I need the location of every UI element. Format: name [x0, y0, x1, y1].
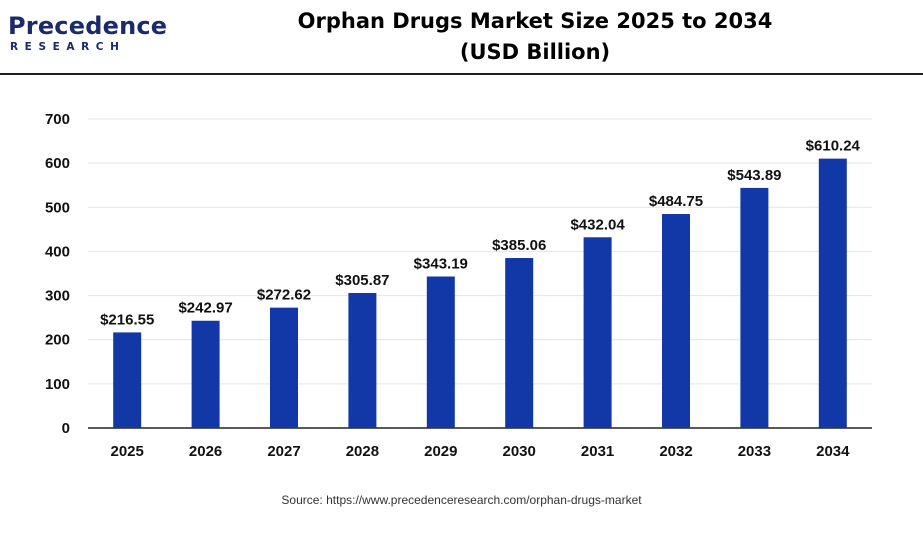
- data-label-2031: $432.04: [570, 216, 625, 233]
- x-tick-label-2026: 2026: [189, 443, 222, 460]
- x-tick-label-2031: 2031: [581, 443, 614, 460]
- bar-2034: [818, 158, 847, 429]
- logo-subtitle: RESEARCH: [10, 41, 126, 53]
- data-label-2033: $543.89: [727, 167, 781, 184]
- x-tick-label-2030: 2030: [503, 443, 536, 460]
- x-tick-label-2027: 2027: [267, 443, 300, 460]
- y-tick-label: 200: [45, 332, 70, 349]
- x-tick-label-2029: 2029: [424, 443, 457, 460]
- bar-2032: [662, 214, 690, 428]
- chart-title-line2: (USD Billion): [459, 40, 611, 64]
- y-tick-label: 100: [45, 376, 70, 393]
- y-tick-label: 300: [45, 288, 70, 305]
- header-divider: [0, 73, 923, 75]
- bar-2025: [113, 332, 142, 428]
- chart-title-line1: Orphan Drugs Market Size 2025 to 2034: [297, 9, 773, 33]
- bar-2026: [191, 320, 220, 428]
- x-tick-label-2033: 2033: [738, 443, 771, 460]
- bar-chart: 0 100 200 300 400 500 600 700 $216.55 2025 $242.97…: [45, 111, 872, 460]
- data-label-2030: $385.06: [492, 237, 546, 254]
- y-tick-label: 700: [45, 111, 70, 128]
- data-label-2027: $272.62: [257, 287, 311, 304]
- x-tick-label-2034: 2034: [816, 443, 850, 460]
- source-note: Source: https://www.precedenceresearch.c…: [281, 493, 642, 507]
- x-tick-label-2032: 2032: [659, 443, 692, 460]
- y-tick-label: 500: [45, 199, 70, 216]
- bar-2027: [270, 307, 298, 428]
- data-label-2025: $216.55: [100, 311, 154, 328]
- y-tick-label: 0: [62, 420, 70, 437]
- data-label-2034: $610.24: [806, 138, 861, 155]
- precedence-research-logo: Precedence RESEARCH: [8, 12, 167, 62]
- bar-2031: [583, 237, 612, 428]
- x-tick-label-2028: 2028: [346, 443, 379, 460]
- y-tick-label: 400: [45, 243, 70, 260]
- data-label-2032: $484.75: [649, 193, 703, 210]
- bar-2033: [740, 187, 769, 428]
- x-tick-label-2025: 2025: [111, 443, 144, 460]
- bar-2030: [505, 258, 534, 428]
- data-label-2026: $242.97: [178, 300, 232, 317]
- bar-2028: [348, 292, 377, 428]
- data-label-2029: $343.19: [414, 256, 468, 273]
- logo-wordmark: Precedence: [8, 12, 168, 40]
- data-label-2028: $305.87: [335, 272, 389, 289]
- y-tick-label: 600: [45, 155, 70, 172]
- bar-2029: [426, 276, 455, 428]
- chart-title: Orphan Drugs Market Size 2025 to 2034 (U…: [220, 6, 850, 68]
